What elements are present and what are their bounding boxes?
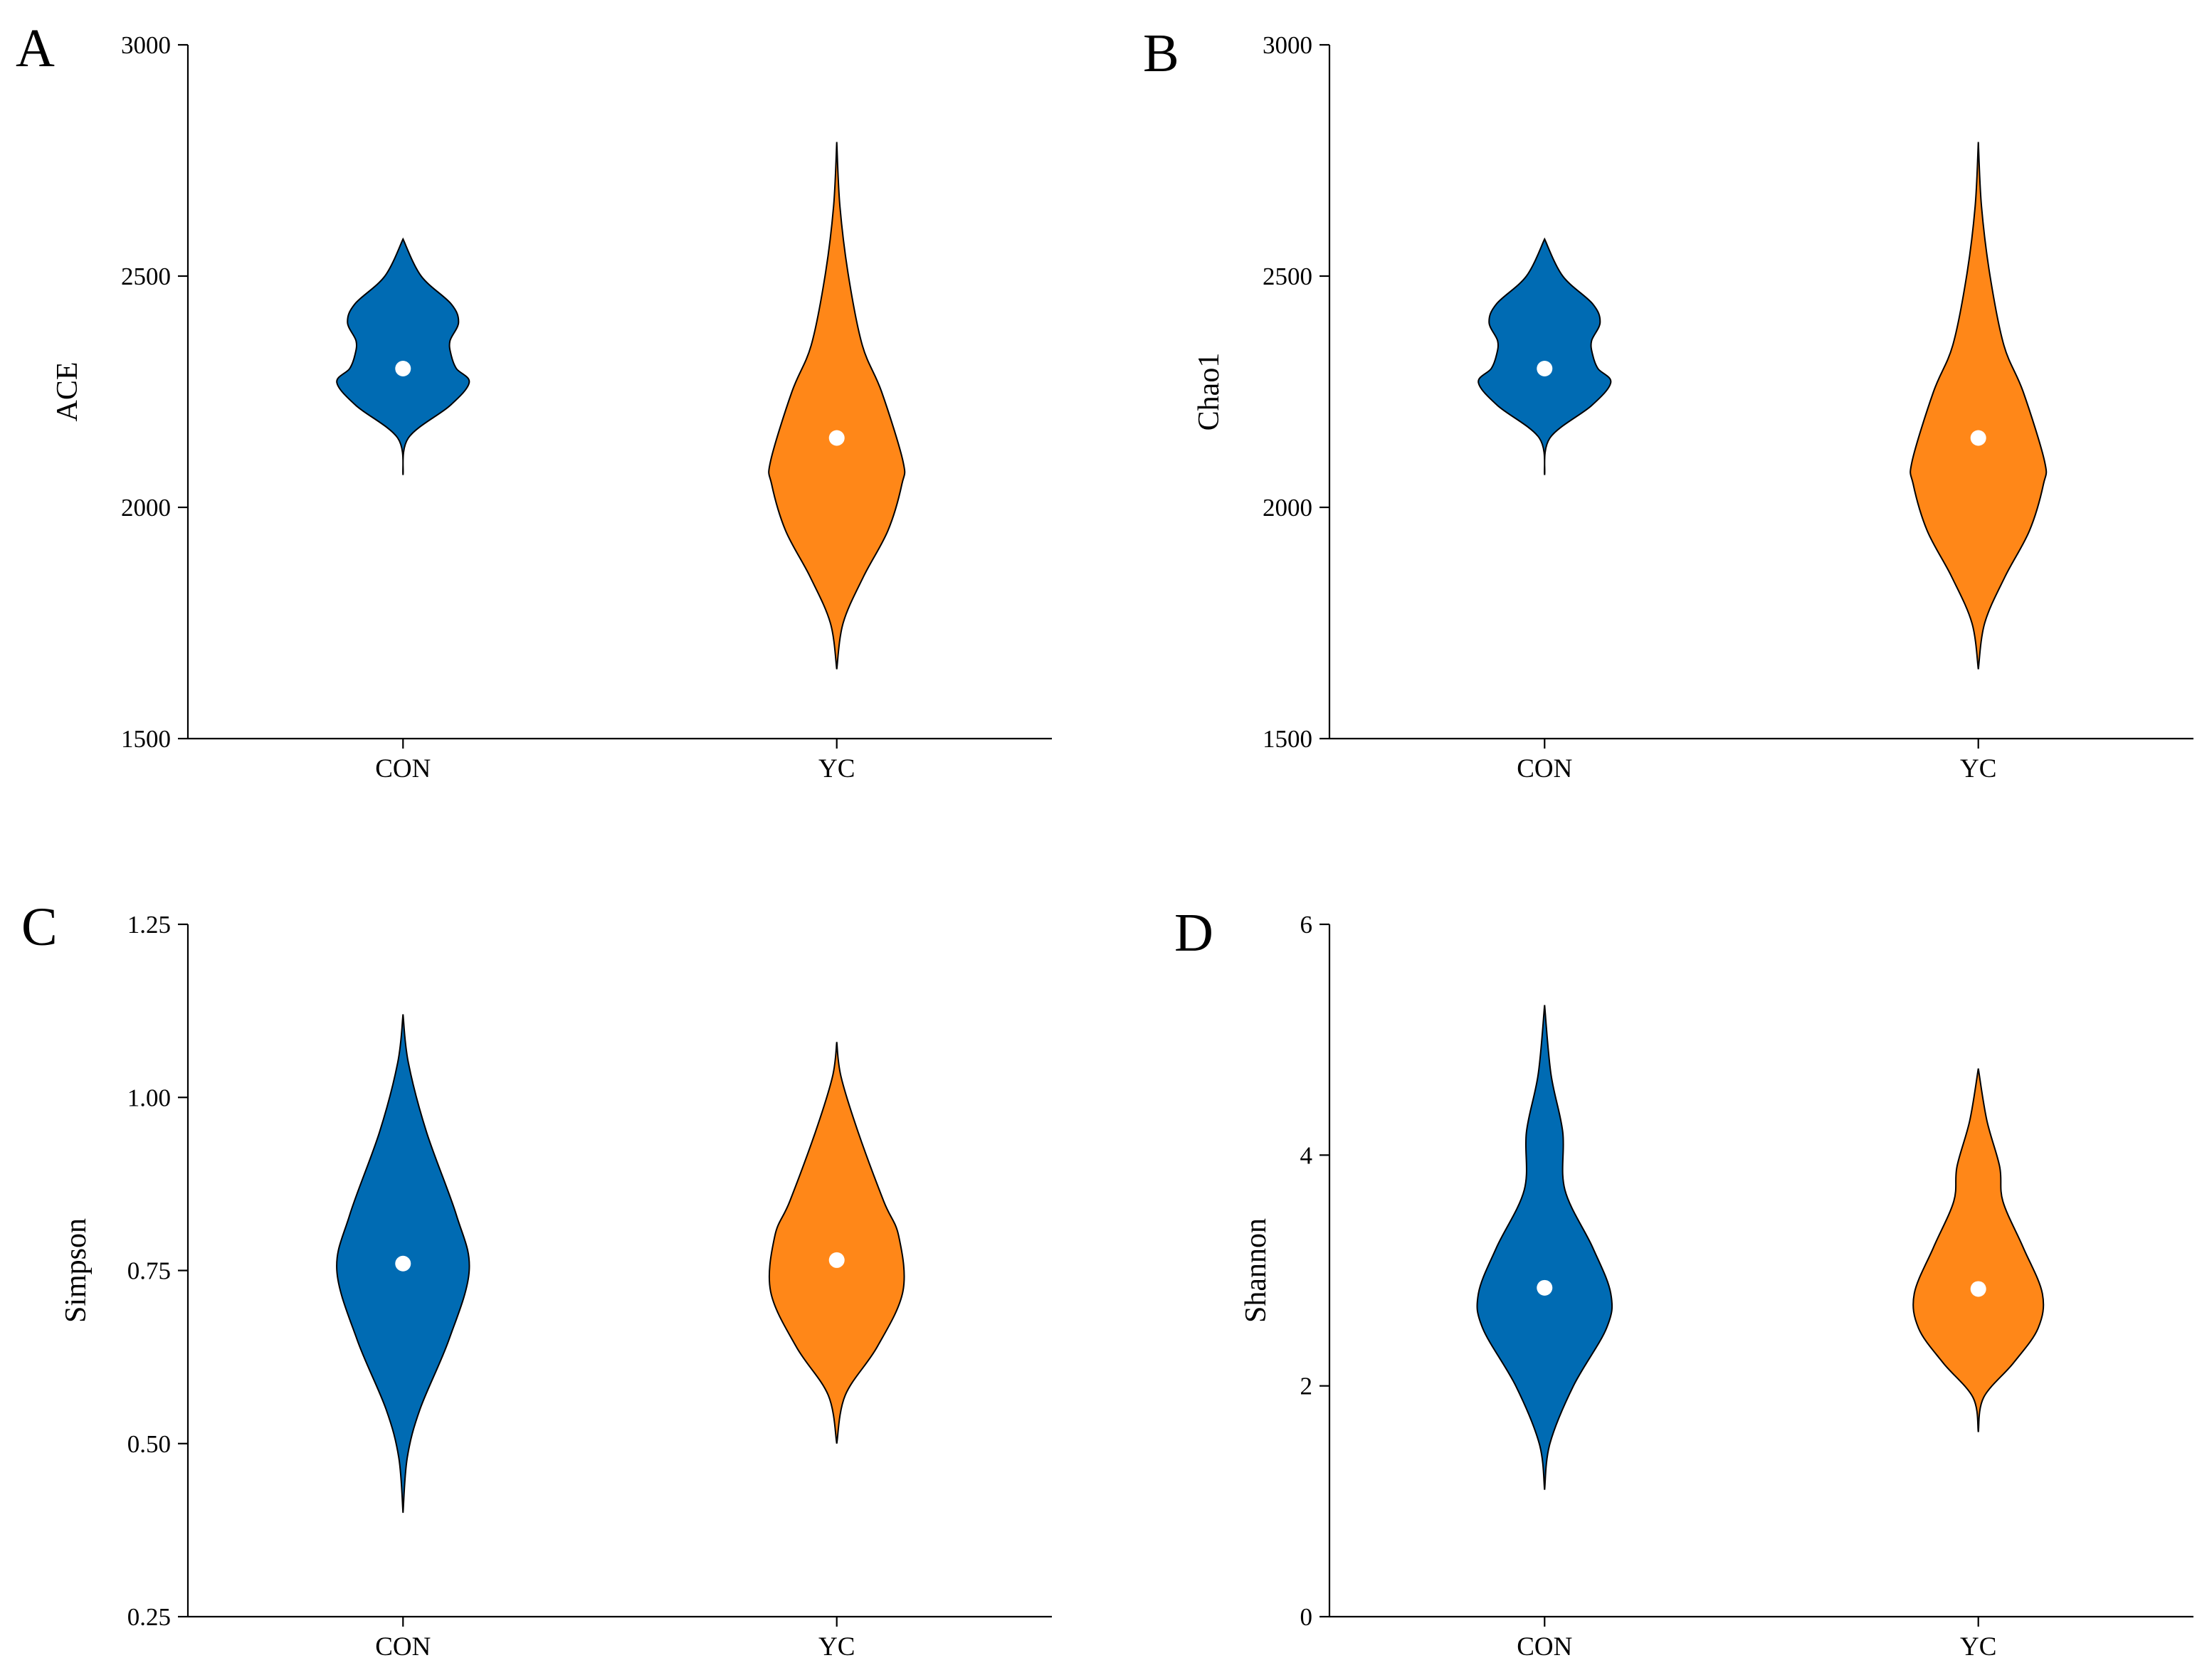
x-tick-label: CON — [375, 1632, 431, 1661]
y-tick-label: 4 — [1300, 1141, 1313, 1169]
x-tick-label: YC — [1960, 754, 1996, 783]
panel-letter: C — [21, 897, 58, 957]
median-dot-yc — [1970, 1281, 1986, 1297]
median-dot-con — [1537, 361, 1553, 376]
y-axis-label: Simpson — [60, 1218, 93, 1323]
x-tick-label: CON — [1517, 754, 1572, 783]
violin-con — [1476, 1005, 1613, 1490]
median-dot-yc — [828, 1252, 845, 1268]
y-axis-label: Shannon — [1240, 1218, 1273, 1323]
panel-letter: D — [1174, 903, 1213, 963]
x-tick-label: YC — [1960, 1632, 1996, 1661]
y-tick-label: 2500 — [1263, 263, 1312, 290]
y-tick-label: 2000 — [121, 494, 171, 522]
y-tick-label: 6 — [1300, 911, 1313, 939]
y-tick-label: 0.50 — [127, 1430, 171, 1458]
violin-con — [336, 237, 470, 475]
panel-c: C 0.25 0.50 0.75 1.00 1.25 Simpson CON YC — [21, 897, 1052, 1661]
median-dot-con — [395, 1255, 411, 1272]
panel-d: D 0 2 4 6 Shannon CON YC — [1174, 903, 2193, 1661]
median-dot-con — [395, 361, 411, 376]
y-tick-label: 1.00 — [127, 1084, 171, 1111]
violin-yc — [1909, 142, 2048, 670]
panel-a: A 1500 2000 2500 3000 ACE CON YC — [16, 19, 1052, 783]
median-dot-yc — [828, 430, 845, 446]
median-dot-yc — [1970, 430, 1986, 446]
median-dot-con — [1537, 1279, 1553, 1296]
y-tick-label: 1500 — [1263, 725, 1312, 753]
y-tick-label: 3000 — [121, 31, 171, 59]
y-axis-label: ACE — [51, 362, 84, 422]
panel-letter: A — [16, 19, 55, 78]
y-axis-label: Chao1 — [1193, 353, 1226, 431]
y-tick-label: 2000 — [1263, 494, 1312, 522]
panel-letter: B — [1143, 23, 1179, 83]
x-tick-label: CON — [1517, 1632, 1572, 1661]
violin-yc — [768, 1042, 905, 1444]
x-tick-label: CON — [375, 754, 431, 783]
violin-yc — [1912, 1068, 2045, 1432]
y-tick-label: 0.75 — [127, 1257, 171, 1285]
y-tick-label: 1.25 — [127, 911, 171, 939]
violin-con — [1477, 237, 1612, 475]
y-tick-label: 3000 — [1263, 31, 1312, 59]
y-tick-label: 0 — [1300, 1603, 1313, 1631]
panel-b: B 1500 2000 2500 3000 Chao1 CON YC — [1143, 23, 2193, 783]
y-tick-label: 1500 — [121, 725, 171, 753]
violin-yc — [768, 142, 906, 670]
y-tick-label: 2500 — [121, 263, 171, 290]
x-tick-label: YC — [818, 754, 855, 783]
y-tick-label: 2 — [1300, 1373, 1313, 1400]
y-tick-label: 0.25 — [127, 1603, 171, 1631]
x-tick-label: YC — [818, 1632, 855, 1661]
